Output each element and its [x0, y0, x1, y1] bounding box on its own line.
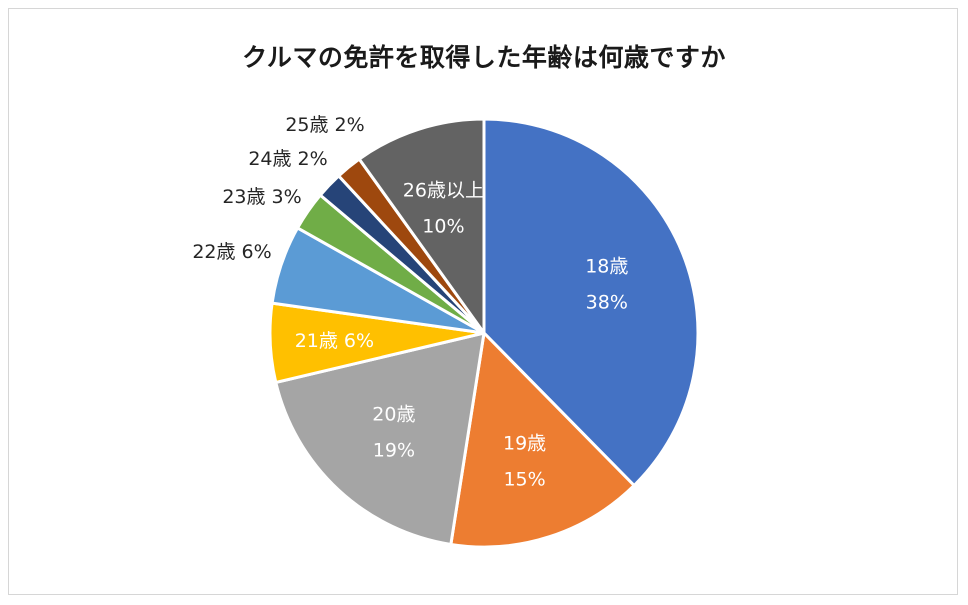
slice-label-6: 23歳 3% — [222, 186, 301, 208]
slice-label-9: 26歳以上 — [403, 180, 484, 202]
slice-percent-1: 38% — [586, 292, 628, 314]
slice-label-5: 22歳 6% — [192, 241, 271, 263]
slice-percent-2: 15% — [503, 468, 545, 490]
pie-slice-9 — [357, 117, 486, 335]
slice-label-7: 24歳 2% — [248, 148, 327, 170]
slice-label-4: 21歳 6% — [295, 330, 374, 352]
slice-percent-9: 10% — [422, 216, 464, 238]
pie-slice-1 — [482, 117, 700, 487]
pie-slice-2 — [449, 331, 636, 549]
slice-label-2: 19歳 — [503, 432, 546, 454]
slice-label-3: 20歳 — [372, 403, 415, 425]
pie-slice-3 — [274, 331, 486, 546]
chart-title: クルマの免許を取得した年齢は何歳ですか — [242, 43, 726, 72]
slice-label-8: 25歳 2% — [285, 114, 364, 136]
slice-percent-3: 19% — [373, 439, 415, 461]
slice-label-1: 18歳 — [585, 256, 628, 278]
